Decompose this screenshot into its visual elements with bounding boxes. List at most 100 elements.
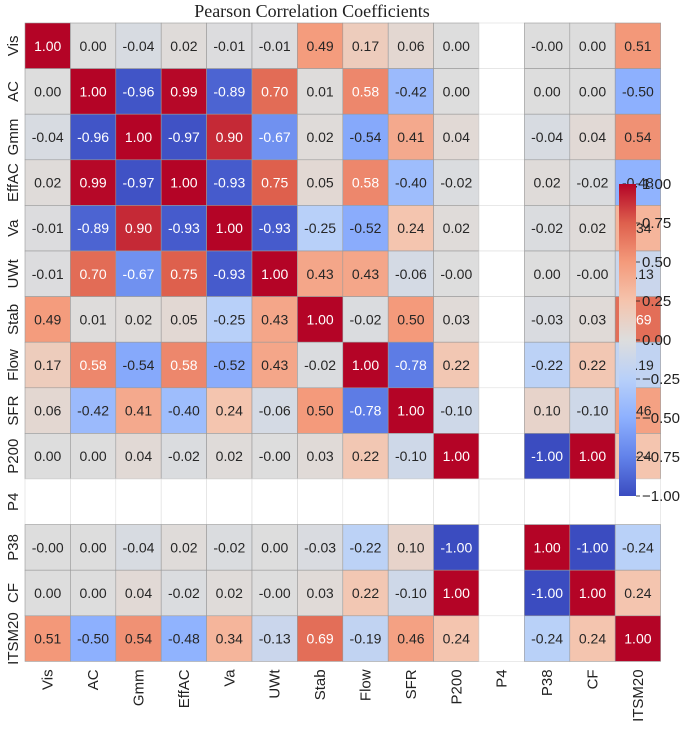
heatmap-cell (569, 615, 616, 662)
cell-value-label: -0.13 (259, 631, 291, 647)
x-tick-label: Vis (40, 669, 57, 690)
heatmap-cell (524, 205, 571, 252)
cell-value-label: -0.93 (168, 220, 200, 236)
cell-value-label: 0.02 (125, 311, 152, 327)
x-tick-label: CF (585, 669, 602, 689)
x-tick-label: P38 (539, 669, 556, 696)
heatmap-cell (387, 478, 434, 525)
cell-value-label: 0.03 (579, 311, 606, 327)
cell-value-label: 0.02 (579, 220, 606, 236)
cell-value-label: 0.03 (306, 448, 333, 464)
cell-value-label: -0.50 (77, 631, 109, 647)
heatmap-cell (70, 387, 117, 434)
cell-value-label: -0.00 (259, 585, 291, 601)
cell-value-label: -0.02 (168, 585, 200, 601)
heatmap-cell (569, 68, 616, 115)
cell-value-label: -0.40 (168, 403, 200, 419)
cell-value-label: -0.48 (168, 631, 200, 647)
heatmap-cell (614, 524, 661, 571)
cell-value-label: 1.00 (443, 448, 470, 464)
cell-value-label: 0.00 (579, 83, 606, 99)
cell-value-label: -0.01 (32, 220, 64, 236)
cell-value-label: -0.00 (531, 38, 563, 54)
heatmap-cell (24, 159, 71, 206)
cell-value-label: -0.25 (213, 311, 245, 327)
cell-value-label: -0.02 (350, 311, 382, 327)
cell-value-label: 0.58 (79, 357, 106, 373)
heatmap-cell (387, 615, 434, 662)
heatmap-cell (433, 524, 480, 571)
cell-value-label: 0.70 (261, 83, 288, 99)
heatmap-cell (115, 205, 162, 252)
heatmap-cell (569, 22, 616, 69)
cell-value-label: 0.00 (443, 38, 470, 54)
heatmap-cell (70, 569, 117, 617)
cell-value-label: -0.93 (213, 266, 245, 282)
x-tick-label: Gmm (131, 669, 148, 706)
heatmap-cell (70, 615, 117, 662)
cell-value-label: 1.00 (533, 539, 560, 555)
heatmap-cell (478, 22, 525, 69)
heatmap-cell (478, 296, 525, 343)
colorbar-tick-label: −1.00 (642, 488, 680, 505)
heatmap-cell (70, 250, 117, 297)
cell-value-label: 0.00 (34, 83, 61, 99)
heatmap-cell (342, 341, 389, 389)
heatmap-cell (115, 387, 162, 434)
y-tick-label: Flow (5, 349, 22, 381)
cell-value-label: -0.54 (123, 357, 155, 373)
heatmap-cell (569, 159, 616, 206)
cell-value-label: 0.00 (533, 266, 560, 282)
heatmap-cell (614, 615, 661, 662)
x-tick-label: UWt (267, 669, 284, 699)
colorbar-tick-label: 0.50 (642, 254, 671, 271)
heatmap-cell (433, 296, 480, 343)
cell-value-label: -0.97 (123, 175, 155, 191)
heatmap-cell (524, 615, 571, 662)
x-tick-label: P4 (494, 669, 511, 687)
heatmap-cell (24, 113, 71, 161)
cell-value-label: -0.06 (395, 266, 427, 282)
cell-value-label: -0.01 (259, 38, 291, 54)
heatmap-cell (433, 387, 480, 434)
cell-value-label: 1.00 (79, 83, 106, 99)
heatmap-cell (569, 433, 616, 480)
x-tick-label: AC (85, 669, 102, 690)
heatmap-cell (524, 478, 571, 525)
cell-value-label: 0.51 (624, 38, 651, 54)
cell-value-label: 0.50 (397, 311, 424, 327)
heatmap-cell (115, 478, 162, 525)
cell-value-label: -0.24 (531, 631, 563, 647)
cell-value-label: 0.00 (443, 83, 470, 99)
cell-value-label: -0.00 (577, 266, 609, 282)
y-tick-label: EffAC (5, 163, 22, 202)
heatmap-cell (569, 205, 616, 252)
colorbar-tick-label: −0.25 (642, 371, 680, 388)
cell-value-label: 1.00 (579, 585, 606, 601)
heatmap-cell (524, 113, 571, 161)
cell-value-label: -0.42 (77, 403, 109, 419)
heatmap-cell (251, 478, 298, 525)
cell-value-label: 0.05 (306, 175, 333, 191)
cell-value-label: 1.00 (624, 631, 651, 647)
heatmap-cell (251, 341, 298, 389)
heatmap-cell (478, 68, 525, 115)
cell-value-label: -0.10 (395, 585, 427, 601)
heatmap-cell (24, 250, 71, 297)
heatmap-cell (433, 250, 480, 297)
heatmap-cell (524, 569, 571, 617)
heatmap-cell (478, 524, 525, 571)
cell-value-label: 0.00 (79, 539, 106, 555)
cell-value-label: 0.00 (79, 448, 106, 464)
colorbar-tick-label: 0.75 (642, 215, 671, 232)
cell-value-label: 0.51 (34, 631, 61, 647)
cell-value-label: 0.58 (352, 83, 379, 99)
heatmap-cell (206, 68, 253, 115)
cell-value-label: 0.04 (125, 448, 152, 464)
cell-value-label: -1.00 (531, 585, 563, 601)
cell-value-label: -0.19 (350, 631, 382, 647)
cell-value-label: -0.10 (440, 403, 472, 419)
y-tick-label: CF (5, 583, 22, 603)
heatmap-cell (70, 113, 117, 161)
cell-value-label: 0.00 (34, 448, 61, 464)
